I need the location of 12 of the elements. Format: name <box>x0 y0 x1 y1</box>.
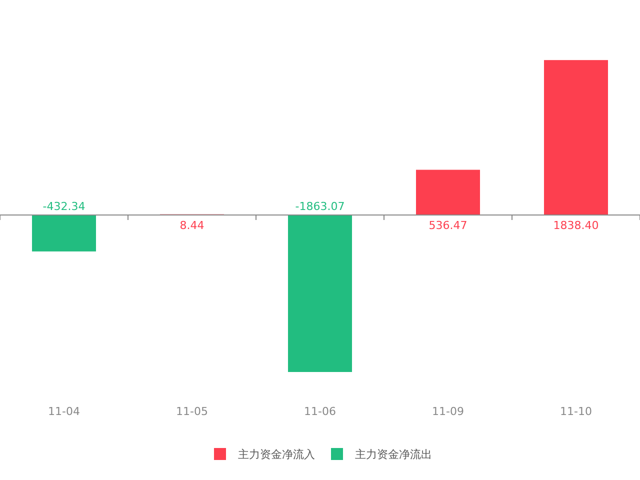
legend-label: 主力资金净流入 <box>238 448 315 461</box>
x-tick-label: 11-05 <box>176 405 208 418</box>
x-tick-label: 11-09 <box>432 405 464 418</box>
data-label: 1838.40 <box>553 219 599 232</box>
data-label: -432.34 <box>42 200 86 213</box>
x-tick-label: 11-10 <box>560 405 592 418</box>
legend-label: 主力资金净流出 <box>355 448 432 461</box>
data-label: 536.47 <box>428 219 468 232</box>
x-tick-label: 11-04 <box>48 405 80 418</box>
data-label: -1863.07 <box>295 200 345 213</box>
x-tick-label: 11-06 <box>304 405 336 418</box>
data-label: 8.44 <box>180 219 204 232</box>
